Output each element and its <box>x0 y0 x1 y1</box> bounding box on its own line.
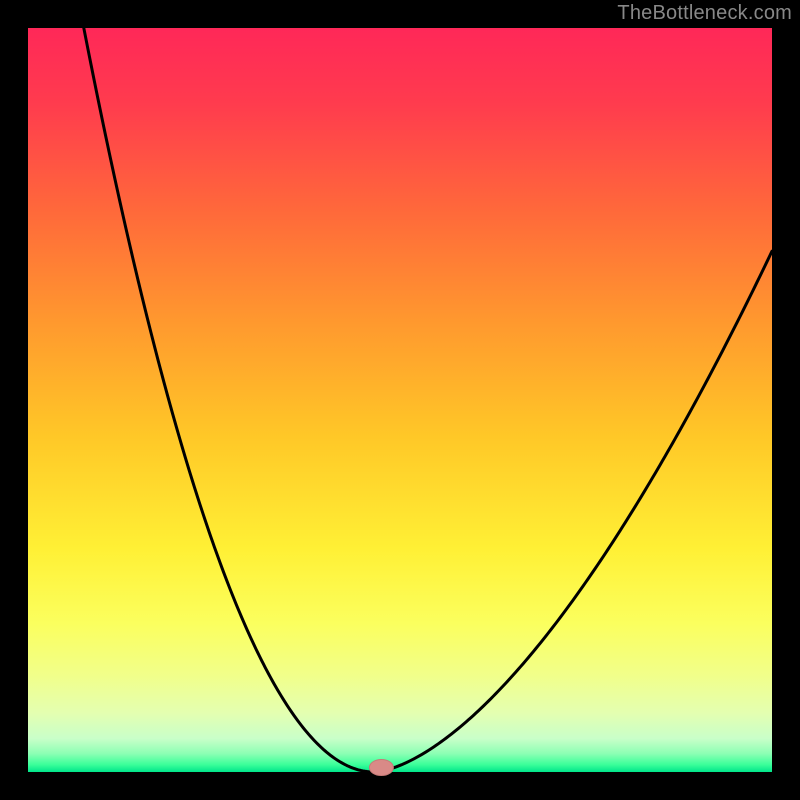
plot-background <box>28 28 772 772</box>
watermark-text: TheBottleneck.com <box>617 2 792 25</box>
optimum-marker <box>369 760 393 776</box>
bottleneck-chart <box>0 0 800 800</box>
